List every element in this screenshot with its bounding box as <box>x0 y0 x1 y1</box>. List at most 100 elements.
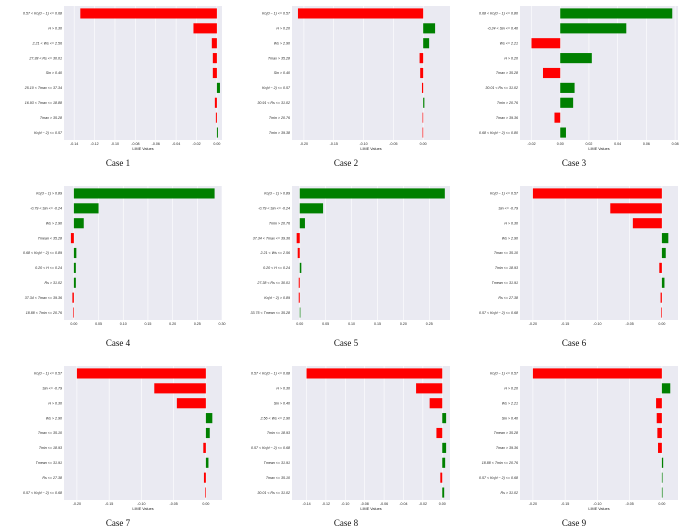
feature-label: Ws <= 2.21 <box>500 41 518 45</box>
lime-bar <box>419 53 424 64</box>
lime-chart-case-3: -0.02 0.00 0.02 0.04 0.06 0.08 0.68 < Kc(d − 1… <box>479 6 679 151</box>
feature-label: 33.75 < Tmean <= 35.28 <box>251 311 290 315</box>
feature-label: Tmin > 20.76 <box>269 116 290 120</box>
lime-bar <box>297 247 300 259</box>
lime-bar <box>298 277 300 288</box>
lime-bar <box>661 383 671 394</box>
x-tick-label: 0.00 <box>658 322 665 326</box>
plot-background <box>520 366 678 500</box>
x-tick-label: -0.14 <box>70 142 78 146</box>
lime-bar <box>203 472 206 483</box>
lime-chart-case-1: -0.14 -0.12 -0.10 -0.08 -0.06 -0.04 -0.02 0.00 0… <box>23 6 222 151</box>
lime-bar <box>661 247 666 259</box>
feature-label: Tmin > 20.76 <box>269 221 290 225</box>
x-tick-label: -0.20 <box>300 142 308 146</box>
lime-bar <box>423 23 436 34</box>
feature-label: Kc(d − 1) <= 0.57 <box>490 192 519 196</box>
feature-label: Kc(d − 1) <= 0.57 <box>34 372 63 376</box>
feature-label: Kc(d − 2) <= 0.57 <box>34 131 63 135</box>
x-tick-label: 0.00 <box>420 142 427 146</box>
x-tick-label: -0.05 <box>389 142 397 146</box>
lime-bar <box>215 112 217 123</box>
lime-bar <box>442 487 445 498</box>
x-tick-label: 0.02 <box>585 142 592 146</box>
x-tick-label: -0.15 <box>561 322 569 326</box>
case-caption: Case 8 <box>333 518 359 528</box>
lime-bar <box>154 383 206 394</box>
feature-label: Sin > 0.40 <box>46 71 62 75</box>
lime-bar <box>193 23 217 34</box>
lime-bar <box>423 97 425 108</box>
lime-bar <box>216 82 220 93</box>
lime-bar <box>422 112 424 123</box>
x-axis-title: LIME Values <box>360 147 381 151</box>
lime-bar <box>661 472 663 483</box>
feature-label: Tmean <= 31.91 <box>36 461 62 465</box>
feature-label: Tmin <= 18.93 <box>495 266 518 270</box>
feature-label: H > 0.30 <box>48 401 62 405</box>
feature-label: H > 0.30 <box>504 221 518 225</box>
feature-label: -0.79 < Sin <= -0.24 <box>258 207 290 211</box>
case-caption: Case 7 <box>105 518 131 528</box>
lime-bar <box>299 307 301 318</box>
lime-bar <box>299 188 445 199</box>
feature-label: 2.21 < Ws <= 2.56 <box>32 41 62 45</box>
lime-bar <box>73 307 74 318</box>
lime-bar <box>211 38 217 49</box>
case-caption: Case 2 <box>333 158 359 168</box>
feature-label: Sin <= -0.79 <box>498 207 518 211</box>
lime-bar <box>73 277 76 288</box>
feature-label: Kc(d − 1) <= 0.57 <box>490 372 519 376</box>
x-tick-label: -0.12 <box>90 142 98 146</box>
feature-label: 2.56 < Ws <= 2.90 <box>260 416 290 420</box>
case-caption: Case 5 <box>333 338 359 348</box>
lime-bar <box>560 97 574 108</box>
case-caption: Case 4 <box>105 338 131 348</box>
lime-bar <box>440 472 443 483</box>
lime-chart-case-2: -0.20 -0.15 -0.10 -0.05 0.00 Kc(d − 1) <= 0.5… <box>257 6 450 151</box>
lime-bar <box>429 398 443 409</box>
lime-bar <box>73 262 76 273</box>
feature-label: 27.38 < Rs <= 30.01 <box>256 281 290 285</box>
x-tick-label: -0.10 <box>359 142 367 146</box>
lime-bar <box>658 442 662 453</box>
lime-bar <box>659 262 662 273</box>
feature-label: H > 0.20 <box>504 56 518 60</box>
lime-bar <box>73 218 84 229</box>
feature-label: 27.38 < Rs <= 30.01 <box>28 56 62 60</box>
lime-bar <box>420 67 424 79</box>
x-tick-label: 0.25 <box>194 322 201 326</box>
lime-bar <box>532 188 662 199</box>
feature-label: Tmin > 20.76 <box>497 101 518 105</box>
feature-label: Tmean > 35.28 <box>494 431 518 435</box>
feature-label: 0.57 < Kc(d − 2) <= 0.68 <box>479 311 518 315</box>
lime-bar <box>416 383 443 394</box>
feature-label: Tmax <= 35.10 <box>38 431 62 435</box>
feature-label: Kc(d − 1) <= 0.57 <box>262 12 291 16</box>
x-tick-label: 0.20 <box>169 322 176 326</box>
x-tick-label: 0.00 <box>70 322 77 326</box>
x-tick-label: -0.20 <box>529 502 537 506</box>
feature-label: Tmin <= 18.93 <box>39 446 62 450</box>
feature-label: 0.20 < H <= 0.24 <box>35 266 62 270</box>
feature-label: H > 0.30 <box>276 387 290 391</box>
feature-label: 30.91 < Rs <= 31.02 <box>257 101 290 105</box>
x-tick-label: 0.30 <box>219 322 226 326</box>
x-tick-label: 0.25 <box>426 322 433 326</box>
feature-label: Rs <= 27.38 <box>498 296 518 300</box>
feature-label: 0.57 < Kc(d − 1) <= 0.68 <box>251 372 290 376</box>
x-tick-label: 0.06 <box>643 142 650 146</box>
feature-label: Tmax > 35.28 <box>268 56 290 60</box>
lime-bar <box>299 203 324 214</box>
feature-label: Tmean <= 31.91 <box>492 281 518 285</box>
lime-bar <box>560 8 673 19</box>
lime-bar <box>560 23 627 34</box>
lime-bar <box>299 218 305 229</box>
feature-label: Tmax > 39.36 <box>496 446 518 450</box>
lime-bar <box>205 413 213 424</box>
x-tick-label: -0.02 <box>419 502 427 506</box>
case-caption: Case 3 <box>561 158 587 168</box>
lime-bar <box>560 53 592 64</box>
lime-bar <box>176 398 206 409</box>
